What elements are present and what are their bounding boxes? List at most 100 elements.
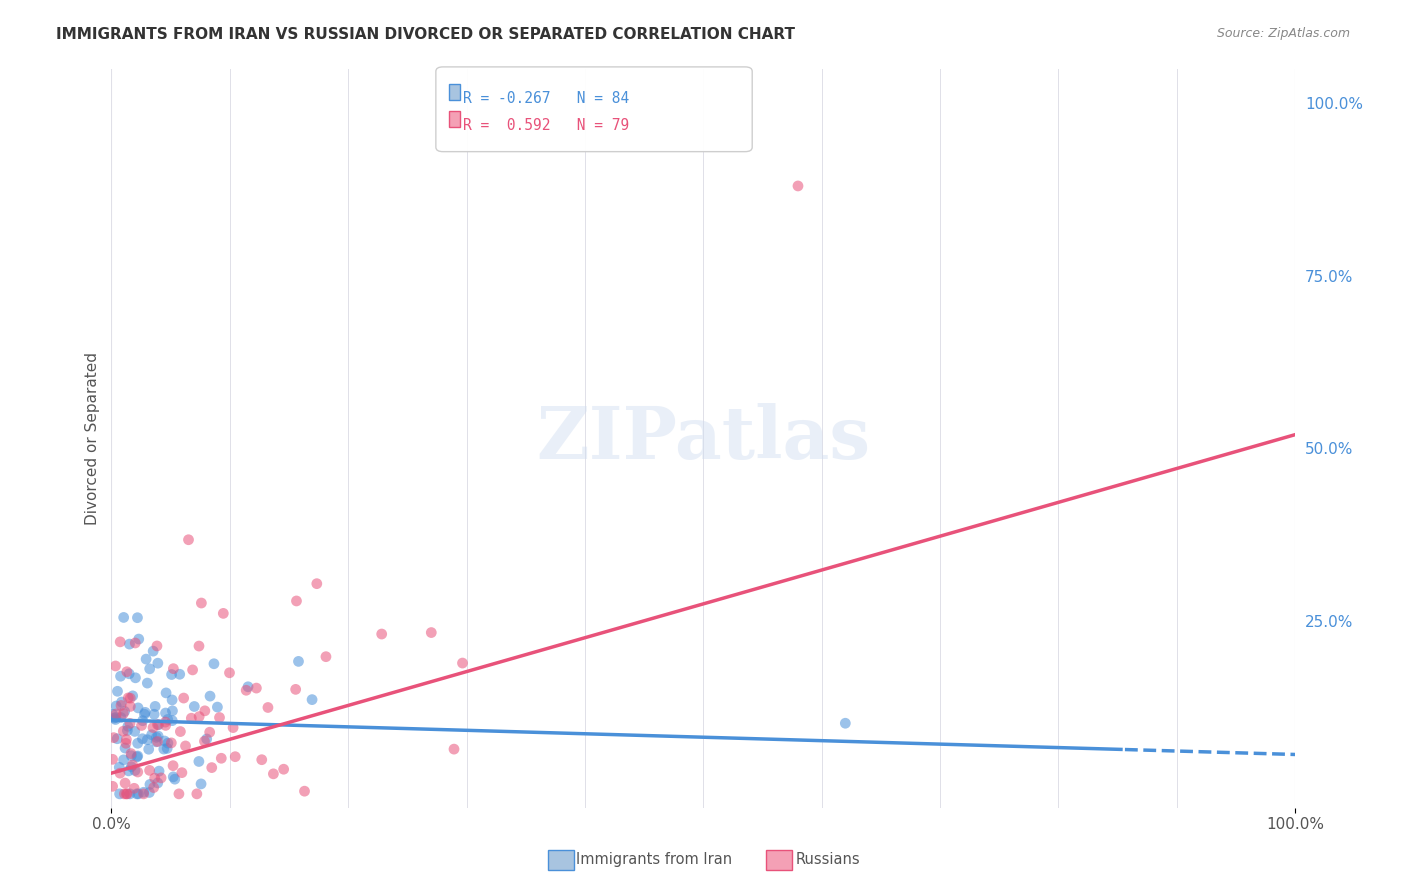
Immigrants from Iran <box>112 610 135 624</box>
Immigrants from Iran <box>105 731 128 746</box>
Immigrants from Iran <box>127 787 149 801</box>
Russians <box>174 739 197 753</box>
Russians <box>262 767 284 781</box>
Immigrants from Iran <box>121 689 143 703</box>
Immigrants from Iran <box>160 693 183 707</box>
Russians <box>169 724 191 739</box>
Immigrants from Iran <box>107 684 129 698</box>
Immigrants from Iran <box>125 787 148 801</box>
Immigrants from Iran <box>155 686 177 700</box>
Russians <box>115 665 138 679</box>
Immigrants from Iran <box>127 610 149 624</box>
Immigrants from Iran <box>142 644 165 658</box>
Russians <box>115 732 138 747</box>
Text: Immigrants from Iran: Immigrants from Iran <box>576 853 733 867</box>
Russians <box>177 533 200 547</box>
Russians <box>101 780 124 794</box>
Russians <box>186 787 208 801</box>
Russians <box>121 758 143 772</box>
Immigrants from Iran <box>834 716 856 731</box>
Russians <box>235 683 257 698</box>
Russians <box>180 711 202 725</box>
Russians <box>146 639 169 653</box>
Immigrants from Iran <box>145 731 167 745</box>
Immigrants from Iran <box>125 750 148 764</box>
Russians <box>284 682 307 697</box>
Immigrants from Iran <box>124 764 146 778</box>
Russians <box>188 709 211 723</box>
Immigrants from Iran <box>104 710 127 724</box>
Russians <box>250 753 273 767</box>
Russians <box>115 787 138 801</box>
Russians <box>787 178 810 193</box>
Russians <box>193 734 215 748</box>
Y-axis label: Divorced or Separated: Divorced or Separated <box>86 351 100 524</box>
Immigrants from Iran <box>105 698 128 713</box>
Russians <box>104 659 127 673</box>
Russians <box>103 731 125 745</box>
Russians <box>162 662 184 676</box>
Immigrants from Iran <box>287 654 309 668</box>
Russians <box>131 718 153 732</box>
Immigrants from Iran <box>127 736 149 750</box>
Immigrants from Iran <box>187 755 209 769</box>
Russians <box>132 787 155 801</box>
Immigrants from Iran <box>156 741 179 756</box>
Immigrants from Iran <box>162 714 184 728</box>
Russians <box>112 724 135 739</box>
Russians <box>194 704 217 718</box>
Immigrants from Iran <box>128 632 150 646</box>
Immigrants from Iran <box>110 710 132 724</box>
Immigrants from Iran <box>153 734 176 748</box>
Immigrants from Iran <box>124 724 146 739</box>
Russians <box>142 721 165 735</box>
Immigrants from Iran <box>108 760 131 774</box>
Russians <box>112 787 135 801</box>
Immigrants from Iran <box>148 717 170 731</box>
Russians <box>142 780 165 795</box>
Russians <box>294 784 316 798</box>
Immigrants from Iran <box>141 728 163 742</box>
Immigrants from Iran <box>156 713 179 727</box>
Russians <box>167 787 190 801</box>
Immigrants from Iran <box>143 699 166 714</box>
Russians <box>212 607 235 621</box>
Russians <box>218 665 240 680</box>
Immigrants from Iran <box>127 701 149 715</box>
Immigrants from Iran <box>111 695 134 709</box>
Russians <box>162 758 184 772</box>
Russians <box>201 761 224 775</box>
Immigrants from Iran <box>103 711 125 725</box>
Russians <box>285 594 308 608</box>
Russians <box>443 742 465 756</box>
Immigrants from Iran <box>148 764 170 778</box>
Russians <box>420 625 443 640</box>
Immigrants from Iran <box>162 704 184 718</box>
Text: IMMIGRANTS FROM IRAN VS RUSSIAN DIVORCED OR SEPARATED CORRELATION CHART: IMMIGRANTS FROM IRAN VS RUSSIAN DIVORCED… <box>56 27 796 42</box>
Immigrants from Iran <box>104 713 127 727</box>
Russians <box>108 635 131 649</box>
Immigrants from Iran <box>162 770 184 784</box>
Russians <box>451 656 474 670</box>
Russians <box>108 766 131 780</box>
Immigrants from Iran <box>138 662 160 676</box>
Immigrants from Iran <box>136 676 159 690</box>
Immigrants from Iran <box>127 749 149 764</box>
Russians <box>188 639 211 653</box>
Immigrants from Iran <box>132 785 155 799</box>
Russians <box>198 725 221 739</box>
Russians <box>115 736 138 750</box>
Russians <box>370 627 392 641</box>
Immigrants from Iran <box>136 732 159 747</box>
Russians <box>170 765 193 780</box>
Immigrants from Iran <box>195 731 218 746</box>
Immigrants from Iran <box>117 764 139 778</box>
Immigrants from Iran <box>118 787 141 801</box>
Russians <box>105 706 128 721</box>
Immigrants from Iran <box>156 736 179 750</box>
Russians <box>155 718 177 732</box>
Russians <box>122 781 145 796</box>
Russians <box>120 747 142 761</box>
Russians <box>120 691 142 706</box>
Russians <box>120 699 142 714</box>
